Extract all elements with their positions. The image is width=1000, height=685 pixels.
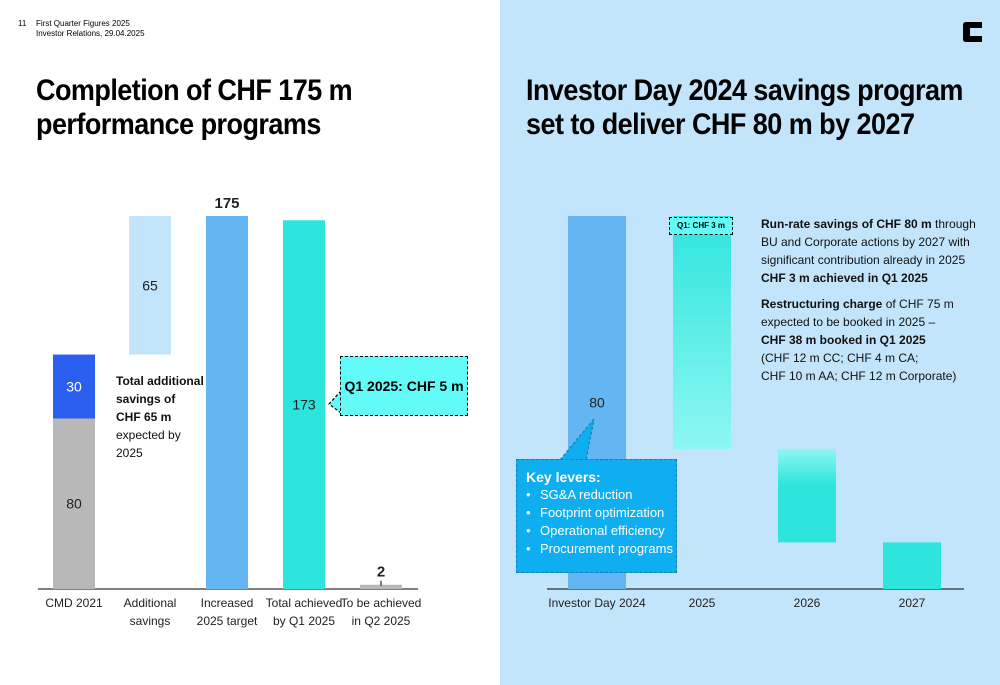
right-bar-1-seg-0	[673, 216, 731, 450]
restructuring-bold-2: CHF 38 m booked in Q1 2025	[761, 333, 926, 347]
right-bar-3-seg-0	[883, 542, 941, 589]
left-title-line-1: Completion of CHF 175 m	[36, 74, 353, 107]
restructuring-rest-3: (CHF 12 m CC; CHF 4 m CA;	[761, 351, 919, 365]
left-bar-2-seg-0	[206, 216, 248, 589]
right-category-label: 2026	[794, 596, 821, 610]
run-rate-rest-1: through	[931, 217, 976, 231]
restructuring-rest-2: expected to be booked in 2025 –	[761, 315, 936, 329]
restructuring-bold: Restructuring charge	[761, 297, 883, 311]
right-category-label: 2027	[899, 596, 926, 610]
restructuring-text: Restructuring charge of CHF 75 m expecte…	[761, 295, 981, 385]
clariant-logo-icon	[963, 22, 982, 42]
left-category-label: in Q2 2025	[352, 614, 411, 628]
left-bar-label: 80	[66, 496, 82, 512]
note-rest-1: expected by	[116, 428, 181, 442]
left-category-label: Increased	[201, 596, 254, 610]
page-number: 11	[18, 19, 27, 28]
left-bar-label: 175	[214, 195, 239, 212]
left-bar-0-seg-1	[53, 354, 95, 419]
run-rate-bold: Run-rate savings of CHF 80 m	[761, 217, 932, 231]
left-bar-1-seg-0	[129, 216, 171, 355]
left-category-label: savings	[130, 614, 171, 628]
lever-item: Footprint optimization	[526, 504, 676, 522]
left-bar-label: 2	[377, 564, 385, 581]
left-category-label: by Q1 2025	[273, 614, 335, 628]
right-category-label: 2025	[689, 596, 716, 610]
right-title-line-2: set to deliver CHF 80 m by 2027	[526, 108, 915, 141]
left-bar-4-seg-0	[360, 584, 402, 589]
header-text: First Quarter Figures 2025 Investor Rela…	[36, 19, 145, 39]
note-bold-3: CHF 65 m	[116, 410, 172, 424]
left-bar-label: 65	[142, 277, 158, 293]
right-bar-label: 80	[589, 395, 605, 411]
right-bar-2-seg-0	[778, 449, 836, 543]
additional-savings-note: Total additional savings of CHF 65 m exp…	[116, 372, 216, 462]
lever-item: Procurement programs	[526, 540, 676, 558]
right-title-line-1: Investor Day 2024 savings program	[526, 74, 963, 107]
run-rate-bold-2: CHF 3 m achieved in Q1 2025	[761, 271, 928, 285]
levers-callout-tail-icon	[558, 418, 595, 461]
run-rate-rest-3: significant contribution already in 2025	[761, 253, 966, 267]
note-bold-1: Total additional	[116, 374, 204, 388]
run-rate-rest-2: BU and Corporate actions by 2027 with	[761, 235, 970, 249]
q1-2025-callout: Q1 2025: CHF 5 m	[340, 356, 468, 416]
callout-tail-icon	[328, 390, 342, 414]
note-bold-2: savings of	[116, 392, 176, 406]
header-line-1: First Quarter Figures 2025	[36, 19, 130, 28]
key-levers-title: Key levers:	[526, 469, 601, 485]
right-title: Investor Day 2024 savings program set to…	[526, 74, 963, 142]
run-rate-text: Run-rate savings of CHF 80 m through BU …	[761, 215, 981, 287]
left-bar-label: 30	[66, 379, 82, 395]
left-bar-3-seg-0	[283, 220, 325, 589]
note-rest-2: 2025	[116, 446, 143, 460]
left-category-label: Total achieved	[266, 596, 343, 610]
left-title: Completion of CHF 175 m performance prog…	[36, 74, 353, 142]
key-levers-box: Key levers: SG&A reduction Footprint opt…	[516, 459, 677, 573]
right-category-label: Investor Day 2024	[548, 596, 646, 610]
left-bar-label: 173	[292, 397, 316, 413]
restructuring-rest-1: of CHF 75 m	[882, 297, 954, 311]
left-bar-0-seg-0	[53, 418, 95, 589]
lever-item: SG&A reduction	[526, 486, 676, 504]
restructuring-rest-4: CHF 10 m AA; CHF 12 m Corporate)	[761, 369, 957, 383]
q1-mini-label: Q1: CHF 3 m	[669, 217, 733, 235]
left-title-line-2: performance programs	[36, 108, 321, 141]
left-category-label: To be achieved	[341, 596, 422, 610]
left-category-label: Additional	[124, 596, 177, 610]
left-category-label: 2025 target	[197, 614, 258, 628]
lever-item: Operational efficiency	[526, 522, 676, 540]
left-category-label: CMD 2021	[45, 596, 103, 610]
key-levers-list: SG&A reduction Footprint optimization Op…	[526, 486, 676, 558]
header-line-2: Investor Relations, 29.04.2025	[36, 29, 145, 38]
